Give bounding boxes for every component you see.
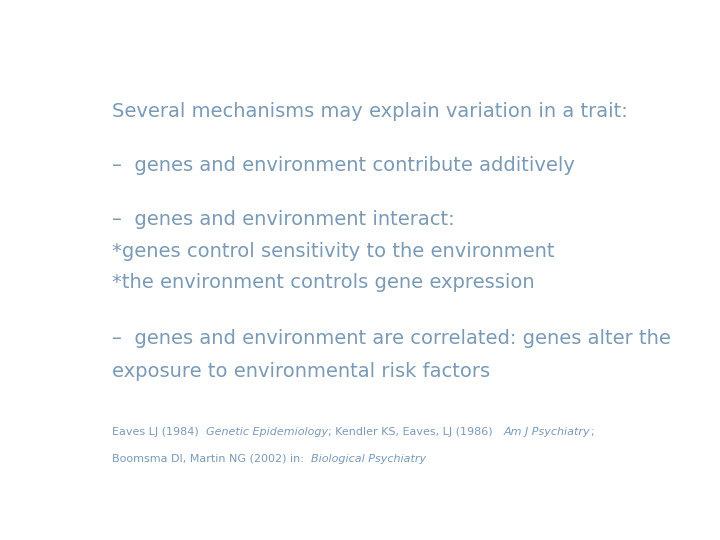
Text: exposure to environmental risk factors: exposure to environmental risk factors	[112, 362, 490, 381]
Text: Biological Psychiatry: Biological Psychiatry	[311, 454, 426, 463]
Text: Boomsma DI, Martin NG (2002) in:: Boomsma DI, Martin NG (2002) in:	[112, 454, 311, 463]
Text: Several mechanisms may explain variation in a trait:: Several mechanisms may explain variation…	[112, 102, 628, 121]
Text: Genetic Epidemiology: Genetic Epidemiology	[206, 427, 328, 436]
Text: –  genes and environment interact:: – genes and environment interact:	[112, 210, 455, 230]
Text: Am J Psychiatry: Am J Psychiatry	[503, 427, 590, 436]
Text: ; Kendler KS, Eaves, LJ (1986): ; Kendler KS, Eaves, LJ (1986)	[328, 427, 503, 436]
Text: *the environment controls gene expression: *the environment controls gene expressio…	[112, 273, 535, 292]
Text: –  genes and environment are correlated: genes alter the: – genes and environment are correlated: …	[112, 329, 671, 348]
Text: *genes control sensitivity to the environment: *genes control sensitivity to the enviro…	[112, 241, 555, 260]
Text: Eaves LJ (1984): Eaves LJ (1984)	[112, 427, 206, 436]
Text: ;: ;	[590, 427, 593, 436]
Text: –  genes and environment contribute additively: – genes and environment contribute addit…	[112, 156, 575, 176]
